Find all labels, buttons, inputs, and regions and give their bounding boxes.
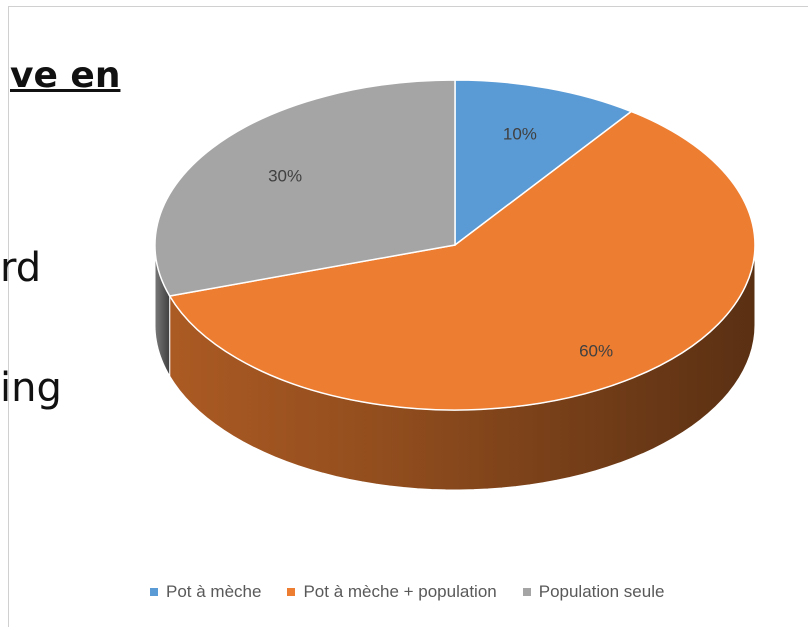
legend-label: Population seule — [538, 582, 665, 601]
legend-swatch — [522, 588, 531, 596]
data-label-1: 60% — [579, 341, 613, 360]
legend-item-pot-a-meche: Pot à mèche — [150, 582, 261, 602]
legend-item-pot-a-meche-population: Pot à mèche + population — [287, 582, 497, 602]
background-heading-fragment: ve en — [10, 55, 121, 96]
pie-slice-2 — [154, 79, 456, 297]
chart-frame — [8, 6, 808, 627]
pie-slice-1 — [168, 110, 756, 411]
pie-slice-0 — [454, 79, 633, 247]
legend-item-population-seule: Population seule — [522, 582, 665, 602]
background-text-fragment-2: ing — [0, 365, 62, 411]
legend-label: Pot à mèche — [166, 582, 262, 601]
legend-swatch — [287, 588, 296, 596]
data-label-0: 10% — [503, 125, 537, 144]
chart-legend: Pot à mèche Pot à mèche + population Pop… — [150, 580, 664, 604]
background-text-fragment-1: rd — [0, 245, 42, 291]
legend-label: Pot à mèche + population — [303, 582, 497, 601]
data-label-2: 30% — [268, 167, 302, 186]
legend-swatch — [150, 588, 158, 596]
